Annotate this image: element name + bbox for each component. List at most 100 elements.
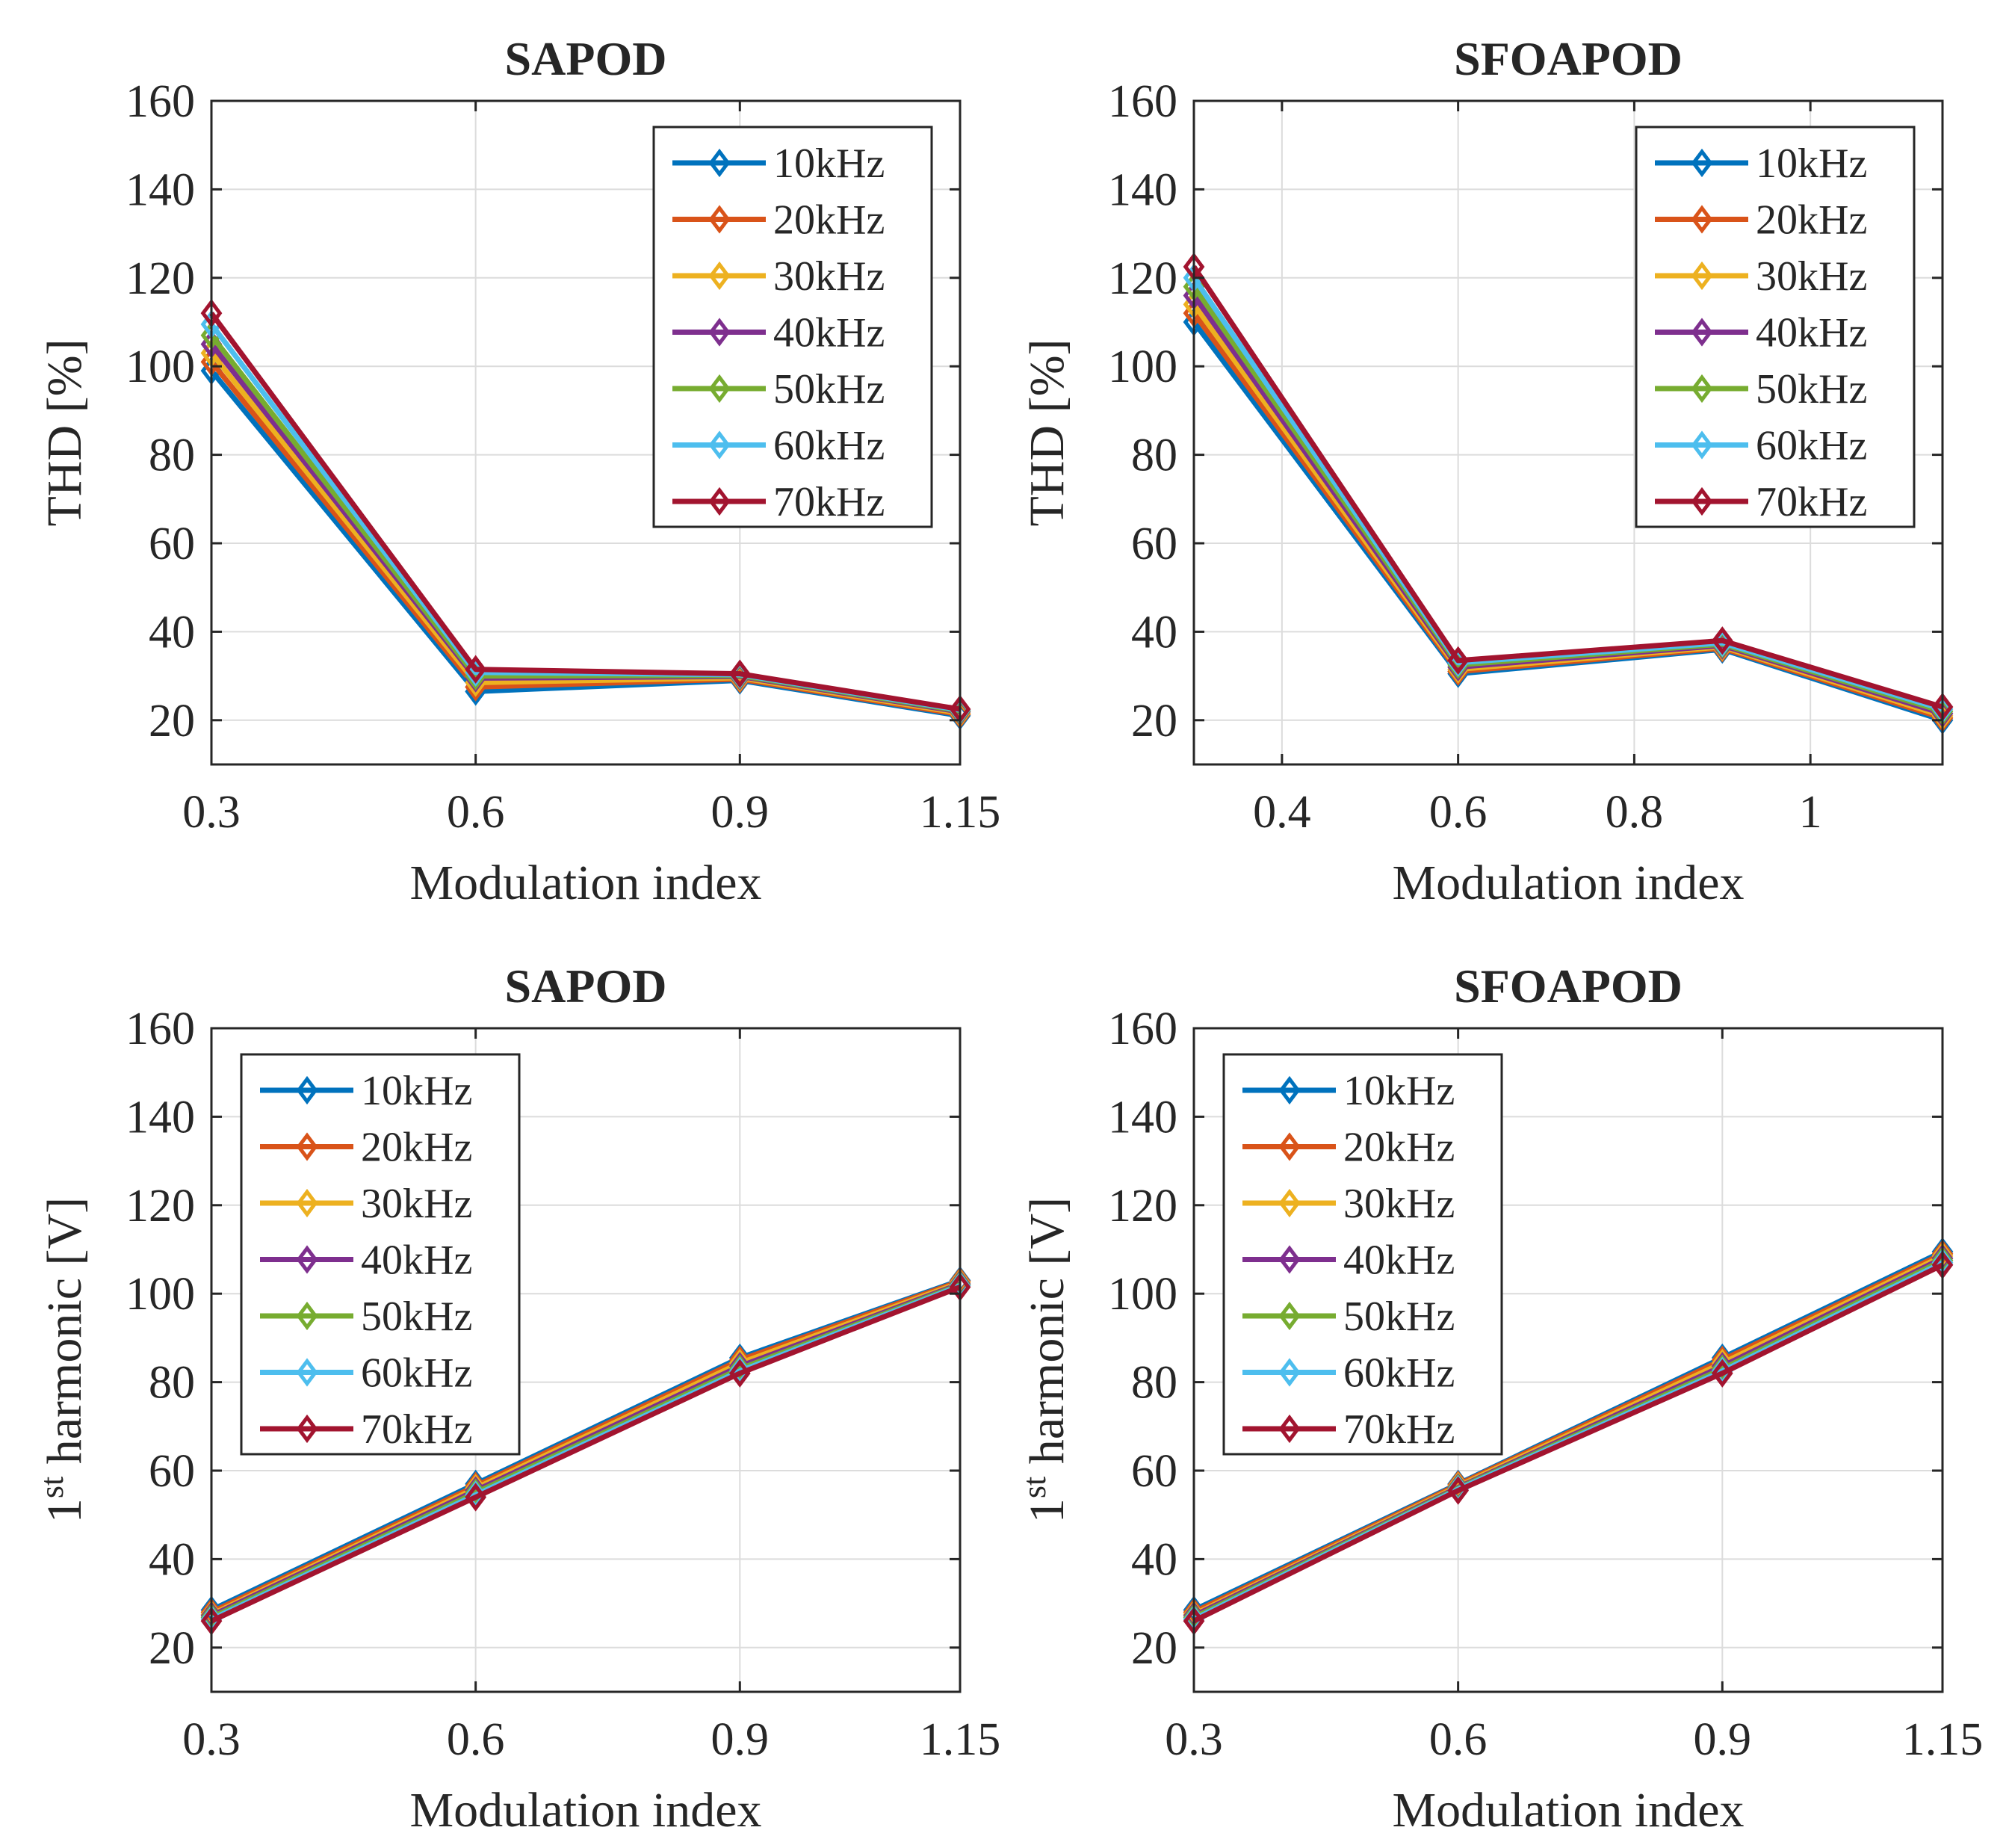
y-tick-label: 60	[149, 1446, 195, 1497]
legend-label: 50kHz	[361, 1294, 472, 1340]
x-tick-label: 1.15	[920, 1714, 1001, 1765]
x-tick-label: 0.3	[182, 787, 241, 838]
y-axis-label: 1st harmonic [V]	[1016, 1197, 1074, 1523]
legend-label: 40kHz	[773, 310, 885, 356]
legend: 10kHz 20kHz 30kHz 40kHz 50kHz 60kHz 70kHz	[240, 1053, 521, 1456]
legend-label: 70kHz	[1343, 1406, 1455, 1453]
legend-swatch-marker	[296, 1132, 318, 1161]
y-tick-label: 20	[1131, 1623, 1177, 1674]
legend-label: 40kHz	[1756, 310, 1867, 356]
legend-swatch-marker	[296, 1188, 318, 1218]
legend-item: 20kHz	[672, 197, 885, 244]
legend-item: 70kHz	[1242, 1406, 1455, 1453]
legend-item: 50kHz	[1655, 366, 1867, 412]
y-tick-label: 140	[1108, 1092, 1177, 1143]
legend-label: 70kHz	[1756, 479, 1867, 525]
legend-swatch-marker	[708, 486, 731, 516]
y-tick-label: 120	[1108, 1181, 1177, 1232]
x-tick-label: 0.6	[447, 1714, 505, 1765]
legend-swatch-marker	[1691, 486, 1713, 516]
x-axis-label: Modulation index	[409, 856, 761, 910]
legend-swatch-marker	[1691, 261, 1713, 291]
data-point-70kHz	[1711, 626, 1733, 655]
legend-item: 10kHz	[672, 140, 885, 187]
data-point-70kHz	[728, 1359, 751, 1388]
data-point-70kHz	[1447, 1476, 1470, 1505]
y-tick-label: 20	[149, 1623, 195, 1674]
legend-label: 60kHz	[361, 1350, 472, 1397]
axes-box	[1192, 99, 1944, 766]
legend-label: 60kHz	[1343, 1350, 1455, 1397]
legend-swatch-marker	[296, 1358, 318, 1387]
x-tick-label: 1.15	[1902, 1714, 1984, 1765]
data-point-70kHz	[728, 659, 751, 688]
x-tick-label: 0.3	[182, 1714, 241, 1765]
chart-sfoapod-thd: 0.4 0.6 0.8 120406080100120140160SFOAPODMod…	[1020, 32, 1954, 910]
legend-item: 10kHz	[1655, 140, 1867, 187]
chart-sfoapod-harmonic: 0.3 0.6 0.9 1.15 20 40 60 80 100 120 140 160 SFOAPOD…	[1016, 959, 1983, 1838]
legend-item: 30kHz	[1655, 253, 1867, 300]
x-tick-label: 0.3	[1165, 1714, 1223, 1765]
chart-sapod-harmonic: 0.3 0.6 0.9 1.15 20 40 60 80 100 120 140 160 SAPOD Mo…	[34, 959, 1000, 1838]
legend: 10kHz 20kHz 30kHz 40kHz 50kHz 60kHz 70kHz	[652, 126, 933, 528]
legend-label: 10kHz	[1756, 140, 1867, 187]
y-tick-label: 140	[126, 164, 195, 215]
legend-swatch-marker	[1278, 1245, 1301, 1274]
y-axis-label: THD [%]	[1020, 339, 1074, 526]
series-line-70kHz	[1192, 1262, 1944, 1624]
legend-label: 10kHz	[361, 1068, 472, 1114]
y-axis-label: 1st harmonic [V]	[34, 1197, 92, 1523]
chart-title: SAPOD	[505, 959, 667, 1013]
y-tick-label: 40	[1131, 1534, 1177, 1585]
data-point-70kHz	[465, 1483, 487, 1512]
x-tick-label: 1	[1799, 787, 1822, 838]
legend-item: 20kHz	[1242, 1125, 1455, 1171]
y-tick-label: 100	[126, 342, 195, 392]
y-tick-label: 20	[1131, 696, 1177, 747]
chart-title: SFOAPOD	[1454, 959, 1683, 1013]
legend-swatch-marker	[1691, 205, 1713, 234]
legend-item: 40kHz	[1655, 310, 1867, 356]
legend-box	[240, 1053, 521, 1456]
data-point-70kHz	[1711, 1359, 1733, 1388]
chart-title: SAPOD	[505, 32, 667, 85]
legend-label: 20kHz	[361, 1125, 472, 1171]
legend-label: 30kHz	[1343, 1181, 1455, 1227]
legend-swatch-marker	[1691, 318, 1713, 347]
y-tick-label: 60	[1131, 519, 1177, 569]
legend-label: 20kHz	[1343, 1125, 1455, 1171]
y-tick-label: 100	[1108, 1269, 1177, 1320]
y-tick-label: 160	[1108, 1004, 1177, 1054]
legend-swatch-marker	[1691, 148, 1713, 178]
y-tick-label: 40	[149, 1534, 195, 1585]
legend-item: 20kHz	[260, 1125, 472, 1171]
legend-label: 40kHz	[361, 1237, 472, 1284]
legend-swatch-marker	[708, 148, 731, 178]
legend-item: 40kHz	[672, 310, 885, 356]
axes-box	[210, 1027, 962, 1693]
legend-label: 60kHz	[1756, 423, 1867, 469]
x-tick-label: 0.6	[447, 787, 505, 838]
legend-swatch-marker	[296, 1414, 318, 1444]
axes-box	[210, 99, 962, 766]
legend: 10kHz 20kHz 30kHz 40kHz 50kHz 60kHz 70kHz	[1222, 1053, 1503, 1456]
y-tick-label: 80	[149, 1358, 195, 1409]
legend: 10kHz 20kHz 30kHz 40kHz 50kHz 60kHz 70kHz	[1635, 126, 1916, 528]
legend-label: 30kHz	[361, 1181, 472, 1227]
legend-box	[652, 126, 933, 528]
legend-box	[1635, 126, 1916, 528]
legend-box	[1222, 1053, 1503, 1456]
axes-box	[1192, 1027, 1944, 1693]
legend-item: 50kHz	[1242, 1294, 1455, 1340]
legend-item: 40kHz	[1242, 1237, 1455, 1284]
y-tick-label: 120	[1108, 253, 1177, 304]
legend-label: 50kHz	[1756, 366, 1867, 412]
y-tick-label: 60	[149, 519, 195, 569]
series-line-70kHz	[209, 312, 961, 712]
x-tick-label: 0.9	[711, 1714, 770, 1765]
legend-swatch-marker	[296, 1075, 318, 1105]
x-tick-label: 0.9	[1694, 1714, 1752, 1765]
y-tick-label: 140	[1108, 164, 1177, 215]
x-tick-label: 0.6	[1429, 1714, 1488, 1765]
